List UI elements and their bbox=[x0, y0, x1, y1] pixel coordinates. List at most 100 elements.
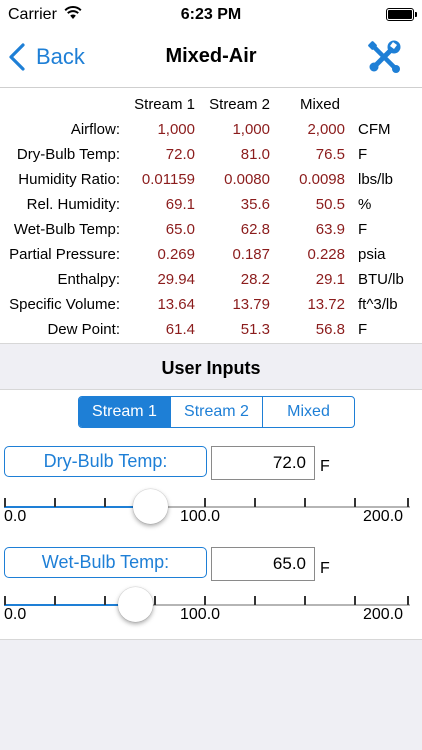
table-row: Airflow: 1,000 1,000 2,000 CFM bbox=[0, 121, 422, 146]
slider-fill bbox=[4, 604, 136, 606]
slider-tick bbox=[54, 596, 56, 605]
user-inputs-header: User Inputs bbox=[0, 343, 422, 390]
row-label: Enthalpy: bbox=[57, 271, 120, 288]
mixed-value: 63.9 bbox=[315, 221, 345, 238]
slider-tick bbox=[104, 498, 106, 507]
back-button[interactable]: Back bbox=[8, 41, 85, 73]
wet-bulb-slider[interactable] bbox=[4, 585, 410, 625]
stream-2-value: 35.6 bbox=[240, 196, 270, 213]
mixed-value: 0.0098 bbox=[299, 171, 345, 188]
slider-min-label: 0.0 bbox=[4, 606, 27, 623]
wet-bulb-temp-button[interactable]: Wet-Bulb Temp: bbox=[4, 547, 207, 578]
dry-bulb-slider[interactable] bbox=[4, 487, 410, 527]
unit-label: F bbox=[358, 321, 368, 338]
bottom-panel bbox=[0, 639, 422, 750]
wifi-icon bbox=[64, 6, 82, 19]
unit-label: psia bbox=[358, 246, 386, 263]
stream-1-value: 65.0 bbox=[165, 221, 195, 238]
slider-track bbox=[4, 604, 410, 606]
row-label: Humidity Ratio: bbox=[18, 171, 120, 188]
unit-label: % bbox=[358, 196, 372, 213]
stream-segmented-control: Stream 1 Stream 2 Mixed bbox=[78, 396, 355, 428]
wet-bulb-value-field[interactable]: 65.0 bbox=[211, 547, 315, 581]
battery-icon bbox=[386, 8, 417, 21]
mixed-value: 29.1 bbox=[315, 271, 345, 288]
table-row: Dew Point: 61.4 51.3 56.8 F bbox=[0, 321, 422, 346]
slider-tick bbox=[204, 498, 206, 507]
unit-label: BTU/lb bbox=[358, 271, 404, 288]
stream-2-value: 0.0080 bbox=[224, 171, 270, 188]
slider-tick bbox=[407, 596, 409, 605]
stream-1-value: 1,000 bbox=[157, 121, 195, 138]
row-label: Wet-Bulb Temp: bbox=[13, 221, 120, 238]
navigation-bar: Back Mixed-Air bbox=[0, 30, 422, 88]
stream-2-value: 0.187 bbox=[232, 246, 270, 263]
stream-1-value: 61.4 bbox=[165, 321, 195, 338]
table-row: Specific Volume: 13.64 13.79 13.72 ft^3/… bbox=[0, 296, 422, 321]
dry-bulb-value-field[interactable]: 72.0 bbox=[211, 446, 315, 480]
back-label: Back bbox=[36, 44, 85, 69]
stream-2-value: 51.3 bbox=[240, 321, 270, 338]
chevron-left-icon bbox=[9, 43, 25, 71]
unit-label: ft^3/lb bbox=[358, 296, 398, 313]
stream-1-value: 29.94 bbox=[157, 271, 195, 288]
mixed-value: 2,000 bbox=[307, 121, 345, 138]
table-row: Partial Pressure: 0.269 0.187 0.228 psia bbox=[0, 246, 422, 271]
unit-label: CFM bbox=[358, 121, 391, 138]
slider-tick bbox=[304, 498, 306, 507]
results-table: Stream 1 Stream 2 Mixed Airflow: 1,000 1… bbox=[0, 88, 422, 342]
stream-2-value: 81.0 bbox=[240, 146, 270, 163]
segment-mixed[interactable]: Mixed bbox=[262, 397, 354, 427]
section-title: User Inputs bbox=[161, 358, 261, 378]
slider-max-label: 200.0 bbox=[363, 508, 404, 525]
table-row: Wet-Bulb Temp: 65.0 62.8 63.9 F bbox=[0, 221, 422, 246]
unit-label: F bbox=[358, 221, 368, 238]
carrier-label: Carrier bbox=[8, 6, 57, 23]
stream-2-value: 1,000 bbox=[232, 121, 270, 138]
mixed-value: 0.228 bbox=[307, 246, 345, 263]
slider-tick bbox=[104, 596, 106, 605]
table-header: Stream 1 Stream 2 Mixed bbox=[0, 96, 422, 121]
slider-tick bbox=[4, 596, 6, 605]
column-header-stream-1: Stream 1 bbox=[134, 96, 195, 113]
stream-2-value: 28.2 bbox=[240, 271, 270, 288]
wrench-screwdriver-icon[interactable] bbox=[366, 39, 402, 75]
table-row: Dry-Bulb Temp: 72.0 81.0 76.5 F bbox=[0, 146, 422, 171]
slider-tick bbox=[407, 498, 409, 507]
slider-max-label: 200.0 bbox=[363, 606, 404, 623]
segment-stream-2[interactable]: Stream 2 bbox=[170, 397, 262, 427]
wet-bulb-unit: F bbox=[320, 560, 330, 577]
slider-thumb[interactable] bbox=[132, 489, 168, 524]
stream-2-value: 62.8 bbox=[240, 221, 270, 238]
row-label: Specific Volume: bbox=[9, 296, 120, 313]
segment-stream-1[interactable]: Stream 1 bbox=[79, 397, 170, 427]
slider-tick bbox=[354, 498, 356, 507]
table-row: Enthalpy: 29.94 28.2 29.1 BTU/lb bbox=[0, 271, 422, 296]
slider-mid-label: 100.0 bbox=[180, 606, 221, 623]
slider-tick bbox=[254, 596, 256, 605]
table-row: Humidity Ratio: 0.01159 0.0080 0.0098 lb… bbox=[0, 171, 422, 196]
unit-label: lbs/lb bbox=[358, 171, 394, 188]
slider-tick bbox=[204, 596, 206, 605]
column-header-mixed: Mixed bbox=[299, 96, 340, 113]
column-header-stream-2: Stream 2 bbox=[209, 96, 270, 113]
dry-bulb-temp-button[interactable]: Dry-Bulb Temp: bbox=[4, 446, 207, 477]
stream-1-value: 0.01159 bbox=[141, 171, 195, 188]
stream-1-value: 0.269 bbox=[157, 246, 195, 263]
mixed-value: 56.8 bbox=[315, 321, 345, 338]
mixed-value: 76.5 bbox=[315, 146, 345, 163]
slider-tick bbox=[304, 596, 306, 605]
row-label: Airflow: bbox=[70, 121, 120, 138]
clock: 6:23 PM bbox=[180, 6, 242, 23]
slider-min-label: 0.0 bbox=[4, 508, 27, 525]
stream-1-value: 72.0 bbox=[165, 146, 195, 163]
page-title: Mixed-Air bbox=[165, 45, 257, 67]
mixed-value: 50.5 bbox=[315, 196, 345, 213]
row-label: Rel. Humidity: bbox=[26, 196, 120, 213]
slider-tick bbox=[54, 498, 56, 507]
slider-thumb[interactable] bbox=[118, 587, 154, 622]
mixed-value: 13.72 bbox=[307, 296, 345, 313]
slider-tick bbox=[154, 596, 156, 605]
table-row: Rel. Humidity: 69.1 35.6 50.5 % bbox=[0, 196, 422, 221]
status-bar: Carrier 6:23 PM bbox=[0, 0, 422, 30]
